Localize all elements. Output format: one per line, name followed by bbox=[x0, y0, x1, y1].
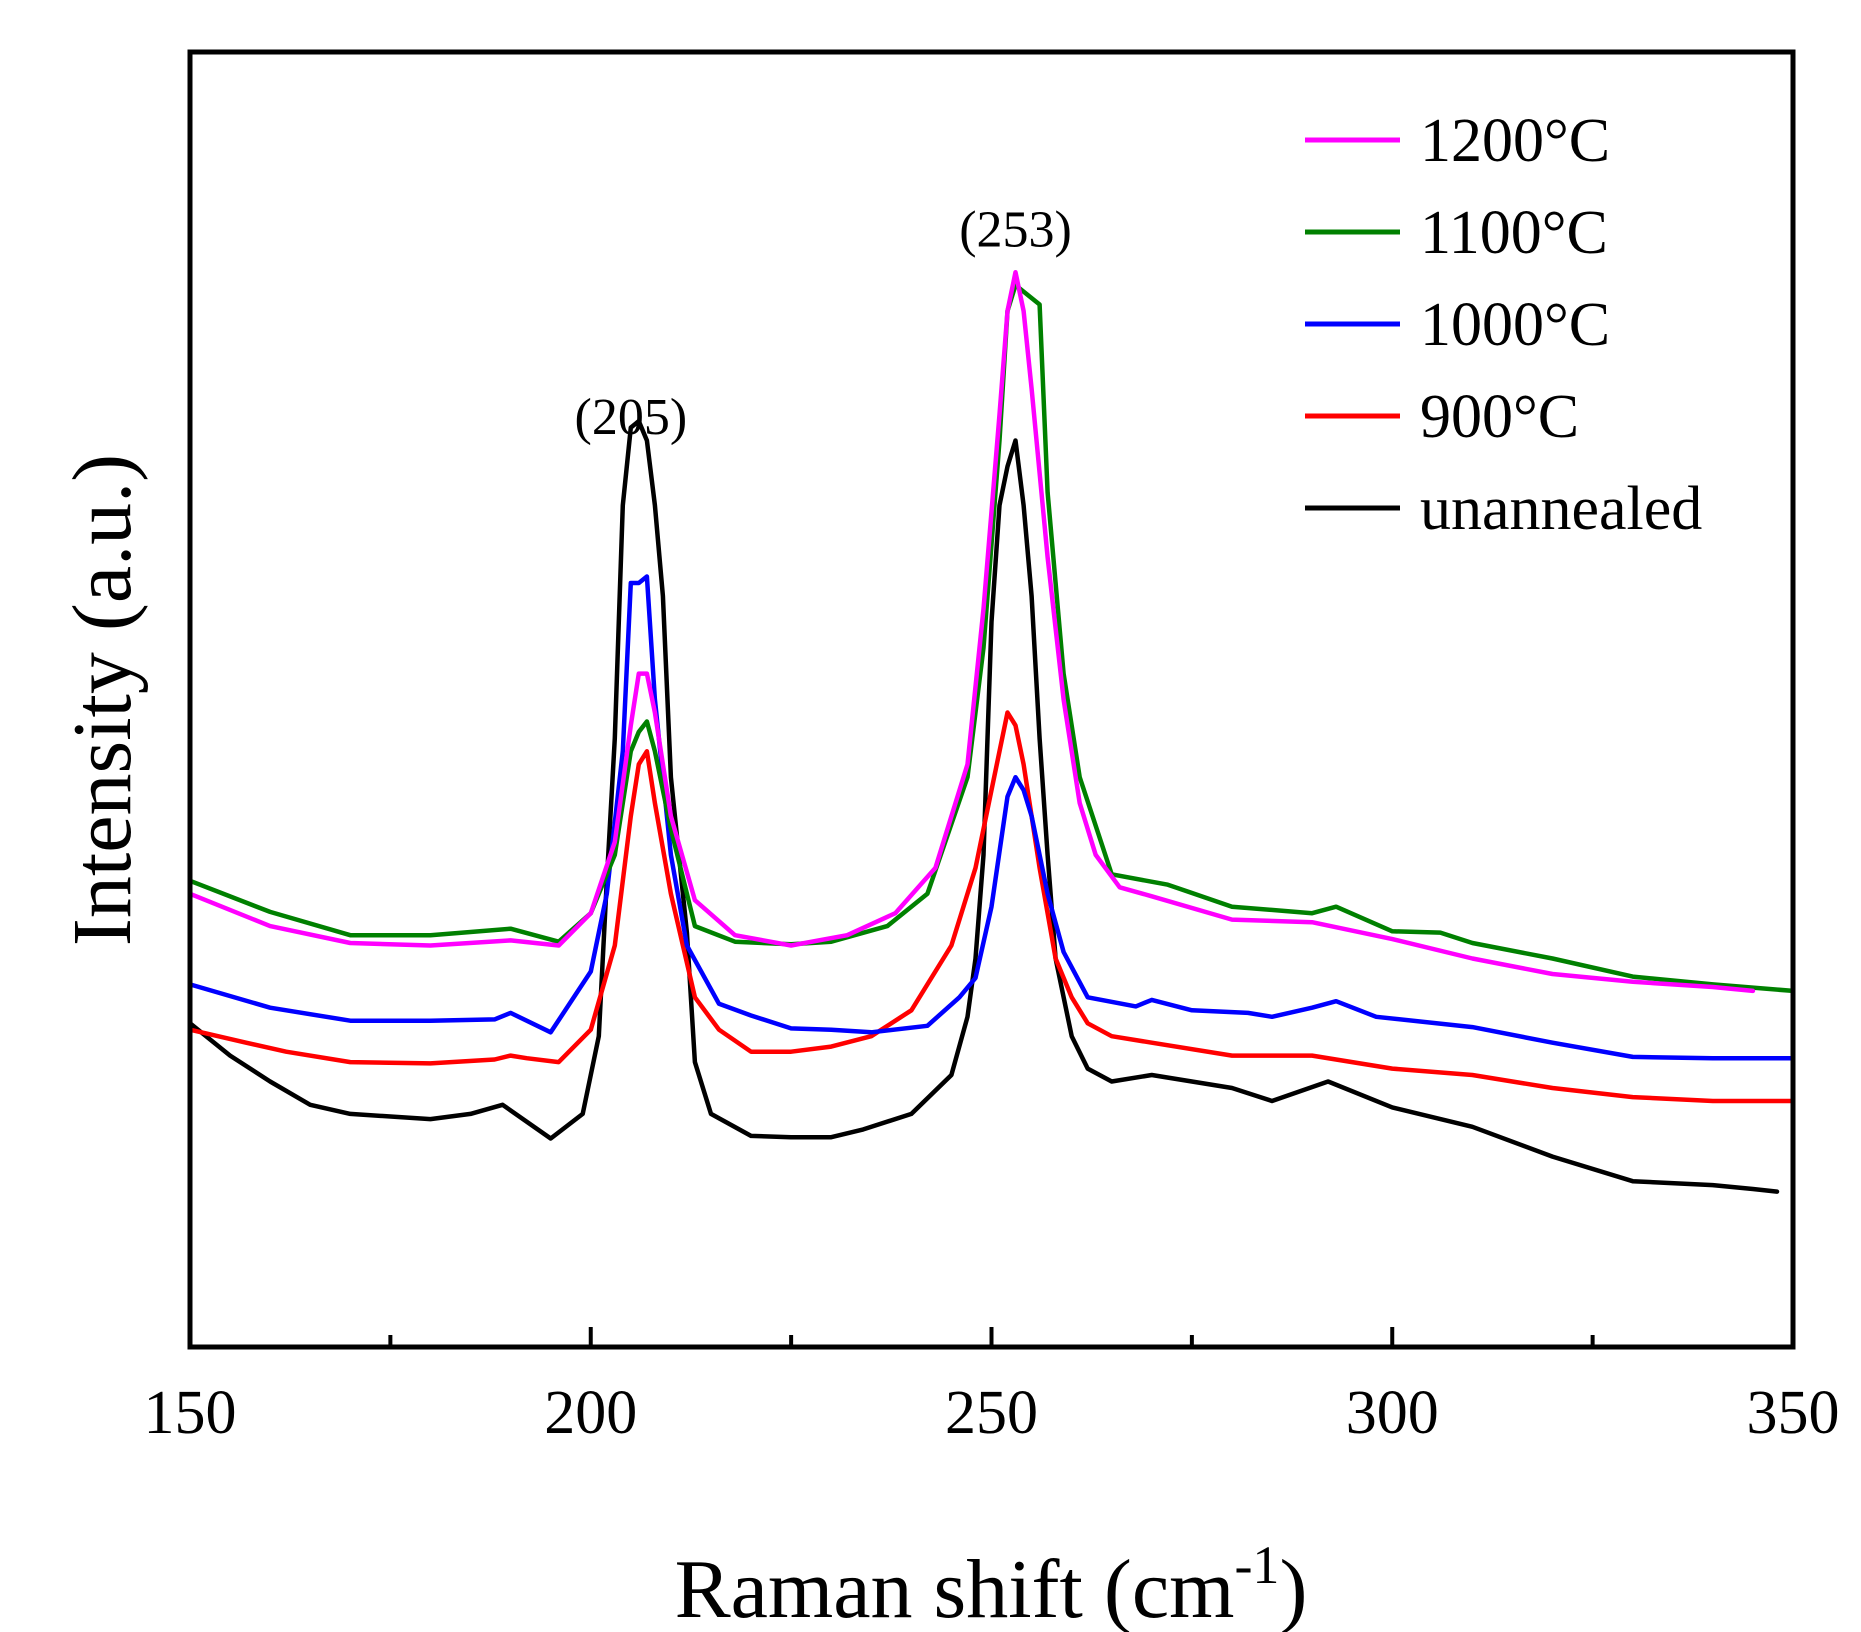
x-axis-title-superscript: -1 bbox=[1234, 1535, 1279, 1595]
series-line-unannealed bbox=[187, 418, 1780, 1194]
x-tick-label: 200 bbox=[544, 1379, 637, 1447]
x-tick-label: 250 bbox=[945, 1379, 1038, 1447]
series-line-1000-c bbox=[187, 574, 1796, 1061]
x-tick-label: 300 bbox=[1346, 1379, 1439, 1447]
legend-label-unannealed: unannealed bbox=[1420, 475, 1702, 543]
legend-label-900-c: 900°C bbox=[1420, 383, 1579, 451]
peak-annotation: (205) bbox=[575, 389, 688, 446]
x-axis-title-base: Raman shift (cm bbox=[675, 1543, 1235, 1632]
annotation-layer: (205) (253) bbox=[575, 201, 1072, 446]
peak-annotation: (253) bbox=[959, 201, 1072, 258]
tick-layer: 150 200 250 300 350 bbox=[144, 1327, 1840, 1447]
series-line-1100-c bbox=[187, 282, 1796, 994]
x-tick-label: 150 bbox=[144, 1379, 237, 1447]
series-layer bbox=[187, 269, 1796, 1194]
y-axis-title: Intensity (a.u.) bbox=[56, 454, 149, 946]
x-tick-label: 350 bbox=[1747, 1379, 1840, 1447]
legend-label-1000-c: 1000°C bbox=[1420, 291, 1610, 359]
x-axis-title: Raman shift (cm-1) bbox=[675, 1535, 1308, 1632]
series-line-900-c bbox=[187, 710, 1796, 1104]
legend: 1200°C 1100°C 1000°C 900°C unannealed bbox=[1305, 107, 1702, 543]
x-axis-title-suffix: ) bbox=[1279, 1543, 1307, 1632]
legend-label-1100-c: 1100°C bbox=[1420, 199, 1608, 267]
legend-label-1200-c: 1200°C bbox=[1420, 107, 1610, 175]
series-line-1200-c bbox=[187, 269, 1756, 994]
